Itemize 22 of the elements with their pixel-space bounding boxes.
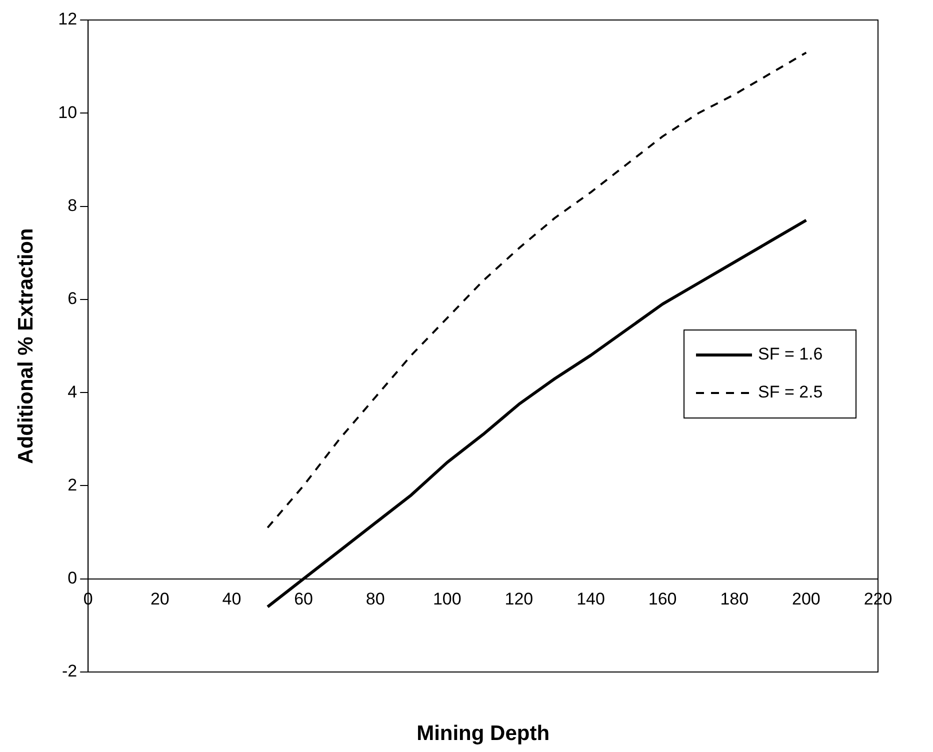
x-tick-label: 100 (432, 590, 462, 609)
y-axis-title: Additional % Extraction (14, 228, 38, 464)
y-tick-label: 0 (68, 568, 78, 588)
y-tick-label: 8 (68, 196, 78, 215)
x-tick-label: 20 (150, 590, 170, 609)
x-tick-label: 80 (366, 590, 385, 609)
x-tick-label: 180 (720, 590, 749, 609)
x-tick-label: 120 (504, 590, 534, 609)
y-tick-label: -2 (62, 662, 78, 681)
legend-label: SF = 2.5 (758, 382, 823, 402)
x-tick-label: 60 (294, 590, 313, 609)
x-tick-label: 140 (576, 590, 605, 609)
y-tick-label: 12 (58, 10, 78, 29)
y-tick-label: 2 (68, 475, 78, 494)
x-tick-label: 160 (648, 590, 677, 609)
x-tick-label: 40 (222, 590, 242, 609)
x-axis-title: Mining Depth (416, 722, 550, 745)
y-tick-label: 6 (68, 289, 78, 308)
legend-label: SF = 1.6 (758, 344, 823, 364)
y-tick-label: 4 (68, 382, 78, 402)
x-tick-label: 200 (792, 590, 820, 609)
y-tick-label: 10 (58, 102, 78, 122)
